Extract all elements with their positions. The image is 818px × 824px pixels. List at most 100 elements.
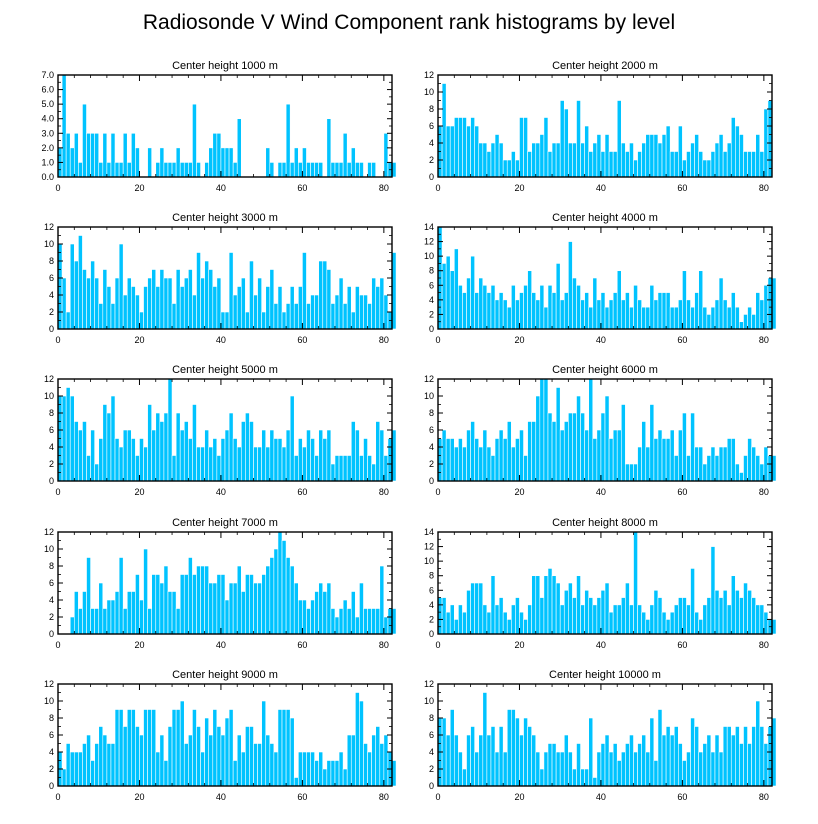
- chart-panel-4: Center height 4000 m 0 2 4 6 8 10 12 14 0 20 40 60 80: [424, 212, 777, 345]
- histogram-bar: [751, 314, 757, 330]
- histogram-bar: [584, 429, 590, 482]
- histogram-bar: [580, 299, 585, 330]
- y-tick-label: 4: [429, 600, 434, 610]
- histogram-bar: [110, 303, 116, 330]
- histogram-bar: [641, 421, 647, 482]
- histogram-bar: [240, 277, 246, 330]
- y-tick-label: 8: [429, 266, 434, 276]
- histogram-bar: [759, 604, 765, 635]
- histogram-bar: [726, 142, 732, 178]
- histogram-bar: [277, 438, 283, 482]
- histogram-bar: [306, 751, 311, 787]
- histogram-bar: [555, 263, 561, 330]
- histogram-bar: [224, 717, 230, 787]
- x-tick-label: 60: [677, 640, 687, 650]
- histogram-bar: [580, 768, 585, 787]
- histogram-bar: [543, 306, 549, 330]
- histogram-bar: [547, 284, 553, 330]
- histogram-bar: [527, 151, 532, 178]
- histogram-bar: [645, 446, 651, 482]
- histogram-bar: [559, 299, 565, 330]
- y-tick-label: 6.0: [41, 85, 54, 95]
- histogram-bar: [261, 311, 267, 330]
- y-tick-label: 6: [49, 425, 54, 435]
- histogram-bar: [281, 540, 287, 635]
- histogram-bar: [608, 438, 614, 482]
- histogram-bar: [743, 582, 748, 635]
- histogram-bar: [355, 162, 360, 178]
- histogram-bar: [547, 743, 553, 787]
- histogram-bar: [183, 277, 189, 330]
- figure-title: Radiosonde V Wind Component rank histogr…: [143, 11, 675, 34]
- histogram-bar: [763, 743, 769, 787]
- histogram-bar: [743, 314, 748, 330]
- histogram-bar: [506, 306, 512, 330]
- histogram-bar: [637, 446, 642, 482]
- histogram-bar: [580, 142, 585, 178]
- histogram-bar: [478, 277, 484, 330]
- histogram-bar: [277, 162, 283, 178]
- y-tick-label: 4: [429, 747, 434, 757]
- histogram-bar: [637, 151, 642, 178]
- chart-panel-7: Center height 7000 m 0 2 4 6 8 10 12 0 20 40 60 80: [44, 517, 397, 650]
- histogram-bar: [78, 608, 83, 635]
- histogram-bar: [739, 321, 744, 330]
- x-tick-label: 80: [759, 487, 769, 497]
- histogram-bar: [78, 235, 83, 330]
- y-tick-label: 2: [49, 459, 54, 469]
- x-tick-label: 80: [759, 792, 769, 802]
- panel-title: Center height 6000 m: [552, 364, 658, 376]
- histogram-bar: [65, 132, 71, 178]
- histogram-bar: [126, 429, 132, 482]
- histogram-bar: [159, 734, 165, 787]
- y-tick-label: 6: [429, 425, 434, 435]
- histogram-bar: [458, 284, 463, 330]
- histogram-bar: [657, 292, 663, 330]
- histogram-bar: [314, 162, 319, 178]
- histogram-bar: [147, 404, 152, 482]
- histogram-bar: [285, 429, 291, 482]
- y-tick-label: 1.0: [41, 157, 54, 167]
- histogram-bar: [314, 760, 319, 787]
- y-tick-label: 6: [49, 273, 54, 283]
- histogram-bar: [735, 306, 740, 330]
- histogram-bar: [277, 531, 283, 635]
- histogram-bar: [298, 599, 303, 635]
- histogram-bar: [580, 412, 585, 482]
- panel-title: Center height 4000 m: [552, 212, 658, 224]
- y-tick-label: 10: [424, 556, 434, 566]
- histogram-bar: [735, 726, 740, 787]
- histogram-bar: [730, 117, 736, 178]
- histogram-bar: [350, 591, 356, 635]
- histogram-bar: [535, 751, 541, 787]
- x-tick-label: 60: [677, 335, 687, 345]
- histogram-bar: [462, 446, 467, 482]
- histogram-bar: [515, 597, 520, 635]
- histogram-bar: [592, 777, 598, 787]
- histogram-bar: [608, 751, 614, 787]
- histogram-bar: [106, 286, 112, 330]
- histogram-bar: [61, 768, 67, 787]
- histogram-bar: [710, 546, 716, 635]
- histogram-bar: [82, 421, 87, 482]
- histogram-bar: [110, 743, 116, 787]
- histogram-bar: [665, 619, 671, 635]
- histogram-bar: [135, 726, 140, 787]
- histogram-bar: [98, 162, 104, 178]
- histogram-bar: [563, 589, 569, 635]
- histogram-bar: [661, 134, 667, 178]
- histogram-bar: [175, 412, 181, 482]
- histogram-bar: [126, 162, 132, 178]
- histogram-bar: [281, 709, 287, 787]
- histogram-bar: [302, 599, 307, 635]
- histogram-bar: [445, 734, 451, 787]
- y-tick-label: 10: [44, 391, 54, 401]
- y-tick-label: 6: [49, 730, 54, 740]
- histogram-bar: [118, 162, 124, 178]
- histogram-bar: [600, 743, 606, 787]
- histogram-bar: [183, 743, 189, 787]
- histogram-bar: [502, 159, 508, 178]
- histogram-bar: [730, 734, 736, 787]
- histogram-bar: [551, 743, 557, 787]
- histogram-bar: [204, 162, 210, 178]
